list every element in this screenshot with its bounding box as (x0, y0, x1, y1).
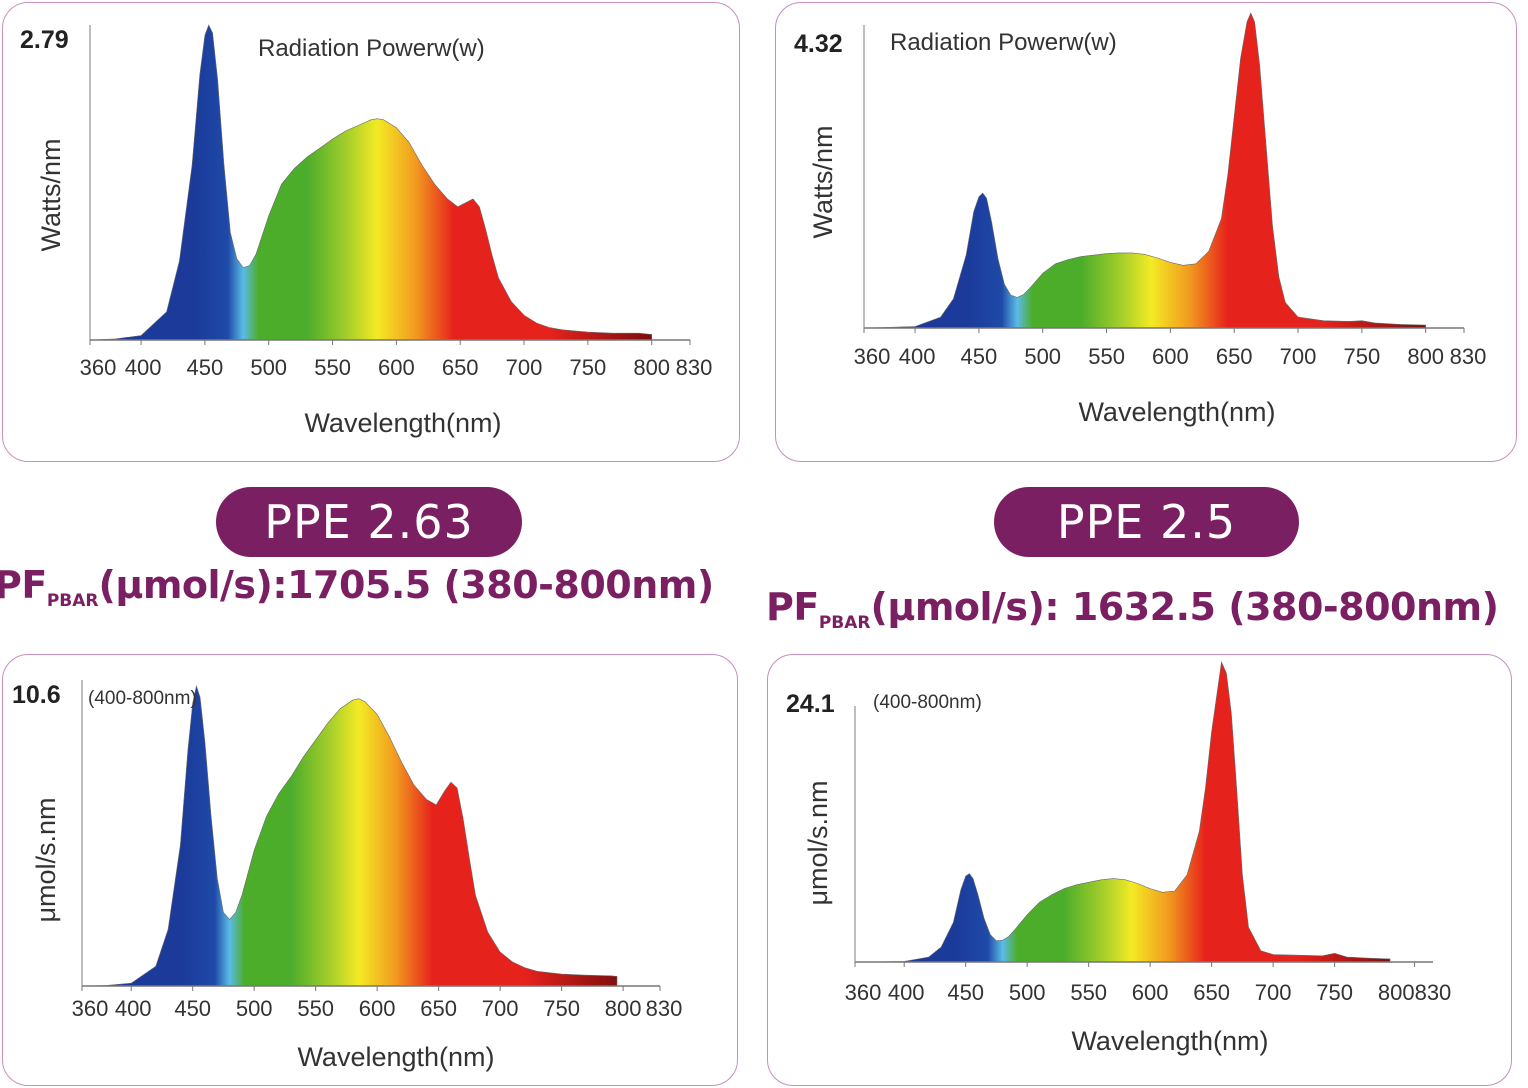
x-tick-label: 400 (125, 355, 162, 380)
x-tick-label: 550 (1088, 344, 1125, 369)
x-tick-label: 800 (633, 355, 670, 380)
pf-subscript: PBAR (818, 613, 871, 633)
x-tick-label: 800 (1407, 344, 1444, 369)
photon-flux-right: PFPBAR(μmol/s): 1632.5 (380-800nm) (766, 585, 1499, 633)
x-tick-label: 360 (845, 980, 882, 1005)
x-tick-label: 750 (570, 355, 607, 380)
chart-panel-photon-left: 360 400 450 500 550 600 650 700 750 800 830 (400-80… (2, 654, 738, 1086)
chart-content: 360 400 450 500 550 600 650 700 750 800 830 Radiati… (20, 24, 712, 438)
x-tick-label: 750 (543, 996, 580, 1021)
x-tick-label: 830 (676, 355, 713, 380)
x-tick-label: 400 (899, 344, 936, 369)
spectrum-area (863, 12, 1426, 329)
x-tick-label: 750 (1344, 344, 1381, 369)
x-tick-label: 650 (442, 355, 479, 380)
chart-panel-photon-right: 360 400 450 500 550 600 650 700 750 800830 (400-80… (767, 654, 1512, 1086)
spectrum-chart-photon-right: 360 400 450 500 550 600 650 700 750 800830 (400-80… (786, 660, 1451, 1056)
photon-flux-left: PFPBAR(μmol/s):1705.5 (380-800nm) (0, 563, 714, 611)
x-tick-label: 360 (854, 344, 891, 369)
x-tick-label: 360 (80, 355, 117, 380)
chart-content: 360 400 450 500 550 600 650 700 750 800 830 Radiati… (794, 12, 1486, 427)
x-tick-label: 700 (482, 996, 519, 1021)
pf-prefix: PF (766, 585, 819, 629)
pf-value: (μmol/s):1705.5 (380-800nm) (98, 563, 714, 607)
y-axis-label: Watts/nm (36, 138, 66, 251)
x-tick-label: 450 (947, 980, 984, 1005)
x-tick-label: 450 (187, 355, 224, 380)
x-tick-label: 650 (1216, 344, 1253, 369)
x-axis-label: Wavelength(nm) (1078, 397, 1275, 427)
chart-title: (400-800nm) (88, 688, 197, 709)
spectrum-chart-radiation-left: 360 400 450 500 550 600 650 700 750 800 830 Radiati… (20, 24, 712, 438)
spectrum-chart-radiation-right: 360 400 450 500 550 600 650 700 750 800 830 Radiati… (794, 12, 1486, 427)
x-tick-label: 650 (420, 996, 457, 1021)
x-tick-label: 700 (506, 355, 543, 380)
x-tick-label: 500 (1024, 344, 1061, 369)
x-tick-label: 800 (605, 996, 642, 1021)
y-axis-label: μmol/s.nm (803, 780, 833, 905)
y-axis-label: μmol/s.nm (31, 797, 61, 922)
y-max-label: 24.1 (786, 690, 835, 718)
pf-prefix: PF (0, 563, 47, 607)
x-tick-label: 400 (888, 980, 925, 1005)
x-tick-label: 550 (1070, 980, 1107, 1005)
x-tick-label: 600 (359, 996, 396, 1021)
x-tick-label: 800830 (1378, 980, 1451, 1005)
chart-title: Radiation Powerw(w) (258, 35, 485, 62)
y-max-label: 10.6 (12, 681, 61, 709)
x-tick-label: 500 (1009, 980, 1046, 1005)
x-tick-label: 450 (961, 344, 998, 369)
pf-value: (μmol/s): 1632.5 (380-800nm) (870, 585, 1499, 629)
x-tick-label: 450 (174, 996, 211, 1021)
x-tick-label: 500 (250, 355, 287, 380)
x-tick-label: 600 (1152, 344, 1189, 369)
x-tick-label: 700 (1280, 344, 1317, 369)
chart-panel-radiation-right: 360 400 450 500 550 600 650 700 750 800 830 Radiati… (775, 2, 1517, 462)
x-tick-label: 650 (1193, 980, 1230, 1005)
spectrum-area (89, 24, 652, 341)
x-tick-label: 830 (1450, 344, 1487, 369)
x-tick-label: 400 (115, 996, 152, 1021)
ppe-badge-right: PPE 2.5 (994, 487, 1299, 557)
x-axis-label: Wavelength(nm) (1071, 1026, 1268, 1056)
chart-panel-radiation-left: 360 400 450 500 550 600 650 700 750 800 830 Radiati… (2, 2, 740, 462)
y-max-label: 2.79 (20, 26, 69, 54)
pf-subscript: PBAR (46, 591, 99, 611)
x-tick-label: 830 (646, 996, 683, 1021)
y-axis-label: Watts/nm (808, 125, 838, 238)
x-tick-label: 600 (378, 355, 415, 380)
x-tick-label: 600 (1132, 980, 1169, 1005)
x-tick-label: 500 (236, 996, 273, 1021)
ppe-badge-left: PPE 2.63 (216, 487, 522, 557)
x-tick-label: 360 (72, 996, 109, 1021)
x-axis-label: Wavelength(nm) (304, 408, 501, 438)
x-tick-label: 550 (314, 355, 351, 380)
chart-title: Radiation Powerw(w) (890, 29, 1117, 56)
x-tick-label: 700 (1255, 980, 1292, 1005)
x-tick-label: 550 (297, 996, 334, 1021)
spectrum-area (81, 684, 618, 987)
spectrum-chart-photon-left: 360 400 450 500 550 600 650 700 750 800 830 (400-80… (12, 680, 682, 1072)
chart-title: (400-800nm) (873, 692, 982, 713)
y-max-label: 4.32 (794, 30, 843, 58)
x-tick-label: 750 (1316, 980, 1353, 1005)
x-axis-label: Wavelength(nm) (297, 1042, 494, 1072)
spectrum-area (854, 660, 1391, 963)
